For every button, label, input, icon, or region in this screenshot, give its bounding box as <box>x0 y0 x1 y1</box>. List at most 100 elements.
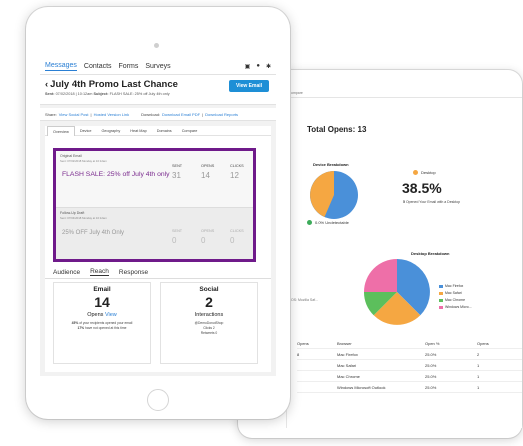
metric-tabs: Audience Reach Response <box>53 266 148 278</box>
browser-table: Opens Browser Open % Opens 8 Mac Firefox… <box>297 338 522 393</box>
desktop-breakdown-title: Desktop Breakdown <box>411 251 450 256</box>
download-reports-link[interactable]: Download Reports <box>205 111 239 117</box>
table-header-row: Opens Browser Open % Opens <box>297 338 522 349</box>
tab-compare[interactable]: Compare <box>181 128 198 133</box>
home-button[interactable] <box>147 389 169 411</box>
tab-reach[interactable]: Reach <box>90 268 109 276</box>
desktop-percent: 38.5% <box>402 180 442 196</box>
original-stats: SENT 31 OPENS 14 CLICKS 12 <box>172 164 259 180</box>
followup-stats: SENT 0 OPENS 0 CLICKS 0 <box>172 229 259 245</box>
original-subject: FLASH SALE: 25% off July 4th only <box>62 171 170 178</box>
table-row: Windows Microsoft Outlook 25.0% 1 <box>297 382 522 393</box>
stat-sent: SENT 0 <box>172 229 183 245</box>
device-breakdown-pie <box>310 171 358 219</box>
stat-clicks: CLICKS 0 <box>230 229 244 245</box>
followup-sent: Sent: 07/04/2018 Monday at 10:12am <box>60 216 107 220</box>
report-subtabs: Overview Device Geography Heat Map Domai… <box>45 125 271 136</box>
message-header: ‹ July 4th Promo Last Chance Sent: 07/02… <box>40 75 276 105</box>
campaign-title: July 4th Promo Last Chance <box>50 79 178 90</box>
view-social-post-link[interactable]: View Social Post <box>58 111 89 117</box>
legend-desktop: Desktop <box>413 170 436 175</box>
nav-icons: ▣ ● ✱ <box>245 63 271 70</box>
view-email-button[interactable]: View Email <box>229 80 269 92</box>
pie-slice-mac-safari <box>373 292 421 325</box>
download-pdf-link[interactable]: Download Email PDF <box>162 111 201 117</box>
back-tablet: ompare Total Opens: 13 Device Breakdown … <box>238 70 522 438</box>
tab-heat-map[interactable]: Heat Map <box>130 128 147 133</box>
pie-slice-mac-firefox <box>397 259 430 316</box>
social-clicks: Clicks 2 <box>203 326 215 330</box>
social-retweets: Retweets 0 <box>200 331 218 335</box>
desktop-note: 5 Opened Your Email with a Desktop <box>403 200 460 204</box>
hosted-version-link[interactable]: Hosted Version Link <box>93 111 130 117</box>
email-card-stats: 45% of your recipients opened your email… <box>71 321 133 330</box>
back-chevron-icon[interactable]: ‹ <box>45 79 49 90</box>
email-card: Email 14 Opens View 45% of your recipien… <box>53 282 151 364</box>
social-card-stats: @DemoDonutShop Clicks 2 Retweets 0 <box>161 321 257 336</box>
original-email-label: Original Email <box>60 154 82 158</box>
inbox-icon[interactable]: ▣ <box>244 63 251 70</box>
social-handle: @DemoDonutShop <box>194 321 224 325</box>
nav-tab-surveys[interactable]: Surveys <box>145 62 171 70</box>
side-text: OS: Mozilla Saf... <box>291 298 319 302</box>
undetectable-dot-icon <box>307 220 312 225</box>
message-meta: Sent: 07/02/2018 | 10:12am Subject: FLAS… <box>45 92 170 96</box>
tab-overview[interactable]: Overview <box>47 125 75 136</box>
tab-geography[interactable]: Geography <box>101 128 121 133</box>
camera-icon <box>154 43 159 48</box>
desktop-note-count: 5 <box>403 200 405 204</box>
gear-icon[interactable]: ✱ <box>265 63 271 70</box>
share-bar: Share: View Social Post | Hosted Version… <box>40 108 276 121</box>
nav-tab-messages[interactable]: Messages <box>45 61 77 71</box>
social-card: Social 2 Interactions @DemoDonutShop Cli… <box>160 282 258 364</box>
legend-item: Windows Micro... <box>439 305 472 309</box>
legend-item: Mac Safari <box>439 291 472 295</box>
tablet-screen: Messages Contacts Forms Surveys ▣ ● ✱ ‹ … <box>40 58 276 376</box>
page-title: ‹ July 4th Promo Last Chance <box>45 79 271 90</box>
divider <box>56 207 253 208</box>
followup-panel: Follow-Up Draft Sent: 07/04/2018 Monday … <box>56 208 253 259</box>
social-card-label: Interactions <box>194 312 224 318</box>
back-tablet-screen: ompare Total Opens: 13 Device Breakdown … <box>286 88 522 428</box>
tabs-underline <box>45 278 271 279</box>
table-row: 8 Mac Firefox 25.0% 2 <box>297 349 522 360</box>
top-nav: Messages Contacts Forms Surveys ▣ ● ✱ <box>40 58 276 75</box>
table-row: Mac Chrome 25.0% 1 <box>297 371 522 382</box>
stat-opens: OPENS 14 <box>201 164 215 180</box>
legend-undetectable: 0.0% Undetectable <box>307 220 349 225</box>
tab-domains[interactable]: Domains <box>156 128 172 133</box>
followup-subject: 25% OFF July 4th Only <box>62 230 125 236</box>
bell-icon[interactable]: ● <box>256 62 260 69</box>
view-opens-link[interactable]: View <box>104 312 117 318</box>
table-row: Mac Safari 25.0% 1 <box>297 360 522 371</box>
back-topbar: ompare <box>287 88 522 98</box>
pie-slice-mac-chrome <box>364 292 397 316</box>
social-card-value: 2 <box>205 294 213 310</box>
front-tablet: Messages Contacts Forms Surveys ▣ ● ✱ ‹ … <box>26 7 290 419</box>
desktop-label: Desktop <box>421 170 436 175</box>
report-content: Overview Device Geography Heat Map Domai… <box>45 125 271 372</box>
followup-label: Follow-Up Draft <box>60 211 85 215</box>
email-card-title: Email <box>93 286 111 293</box>
email-card-value: 14 <box>94 294 110 310</box>
total-opens: Total Opens: 13 <box>307 125 366 134</box>
tab-device[interactable]: Device <box>79 128 92 133</box>
desktop-note-text: Opened Your Email with a Desktop <box>405 200 461 204</box>
original-sent: Sent: 07/02/2018 Monday at 10:12am <box>60 159 107 163</box>
desktop-breakdown-pie <box>364 259 430 325</box>
legend-item: Mac Firefox <box>439 284 472 288</box>
legend-item: Mac Chrome <box>439 298 472 302</box>
total-opens-value: 13 <box>357 125 367 134</box>
stat-opens: OPENS 0 <box>201 229 215 245</box>
pie-slice-desktop <box>310 171 334 217</box>
email-card-label: Opens View <box>87 312 117 318</box>
desktop-legend: Mac Firefox Mac Safari Mac Chrome Window… <box>439 284 472 312</box>
nav-tab-contacts[interactable]: Contacts <box>83 62 112 70</box>
pie-slice-windows <box>364 259 397 292</box>
social-card-title: Social <box>199 286 219 293</box>
stat-sent: SENT 31 <box>172 164 183 180</box>
nav-tab-forms[interactable]: Forms <box>118 62 139 70</box>
email-comparison-panel: Original Email Sent: 07/02/2018 Monday a… <box>53 148 256 262</box>
tab-audience[interactable]: Audience <box>53 268 81 276</box>
tab-response[interactable]: Response <box>118 268 149 276</box>
